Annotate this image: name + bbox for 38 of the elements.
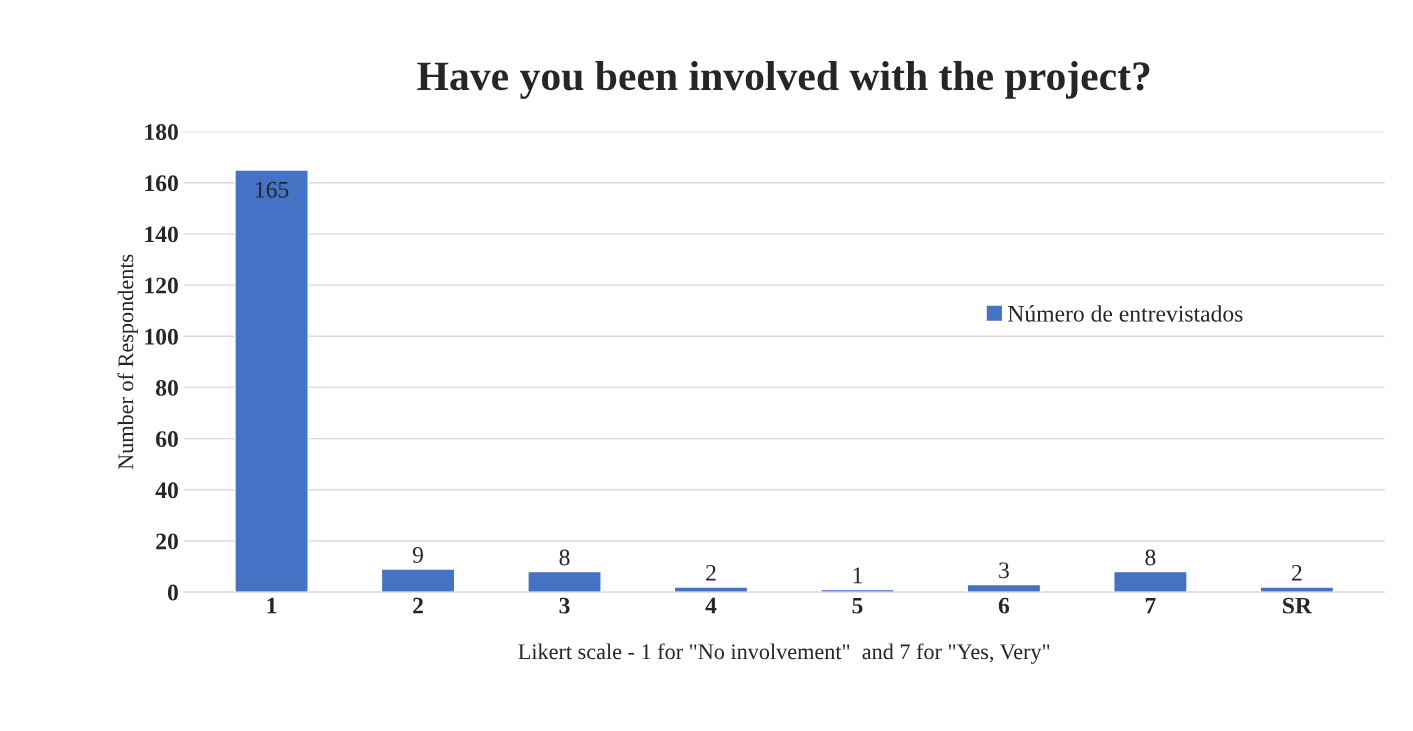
data-label: 1 — [853, 567, 862, 584]
data-label: 2 — [1291, 564, 1302, 581]
bar — [966, 583, 1042, 593]
legend-label: Número de entrevistados — [1008, 305, 1243, 322]
y-tick-label: 60 — [156, 431, 178, 448]
y-tick-label: 0 — [167, 584, 178, 601]
chart-title: Have you been involved with the project? — [417, 61, 1150, 99]
y-tick-label: 180 — [145, 124, 178, 140]
bar — [234, 169, 309, 593]
x-tick-label: 3 — [559, 597, 570, 614]
data-label: 9 — [412, 547, 423, 563]
bar — [527, 570, 602, 593]
x-tick-label: 2 — [413, 597, 423, 614]
data-label: 165 — [255, 181, 289, 198]
data-label: 3 — [999, 562, 1009, 579]
y-tick-label: 140 — [145, 226, 178, 243]
x-tick-label: 6 — [998, 597, 1010, 614]
x-tick-label: 4 — [705, 597, 717, 614]
bar — [1113, 570, 1188, 593]
bar — [1259, 586, 1335, 593]
x-tick-label: 5 — [852, 597, 863, 614]
data-label: 2 — [706, 564, 716, 581]
x-axis-title: Likert scale - 1 for "No involvement" and 7 for "Yes, Very" — [518, 643, 1050, 664]
x-tick-label: SR — [1283, 597, 1313, 614]
bar — [820, 588, 895, 593]
x-tick-label: 7 — [1145, 597, 1156, 614]
data-label: 8 — [559, 549, 570, 566]
y-tick-label: 80 — [156, 379, 178, 396]
y-tick-label: 160 — [145, 175, 178, 192]
y-tick-label: 120 — [145, 277, 178, 294]
y-tick-label: 40 — [155, 482, 178, 499]
y-axis-title: Number of Respondents — [117, 254, 138, 470]
data-label: 8 — [1145, 549, 1156, 566]
bar — [673, 586, 749, 593]
y-tick-label: 100 — [145, 328, 178, 345]
x-tick-label: 1 — [267, 597, 277, 614]
y-tick-label: 20 — [156, 533, 178, 550]
bar — [380, 568, 456, 593]
